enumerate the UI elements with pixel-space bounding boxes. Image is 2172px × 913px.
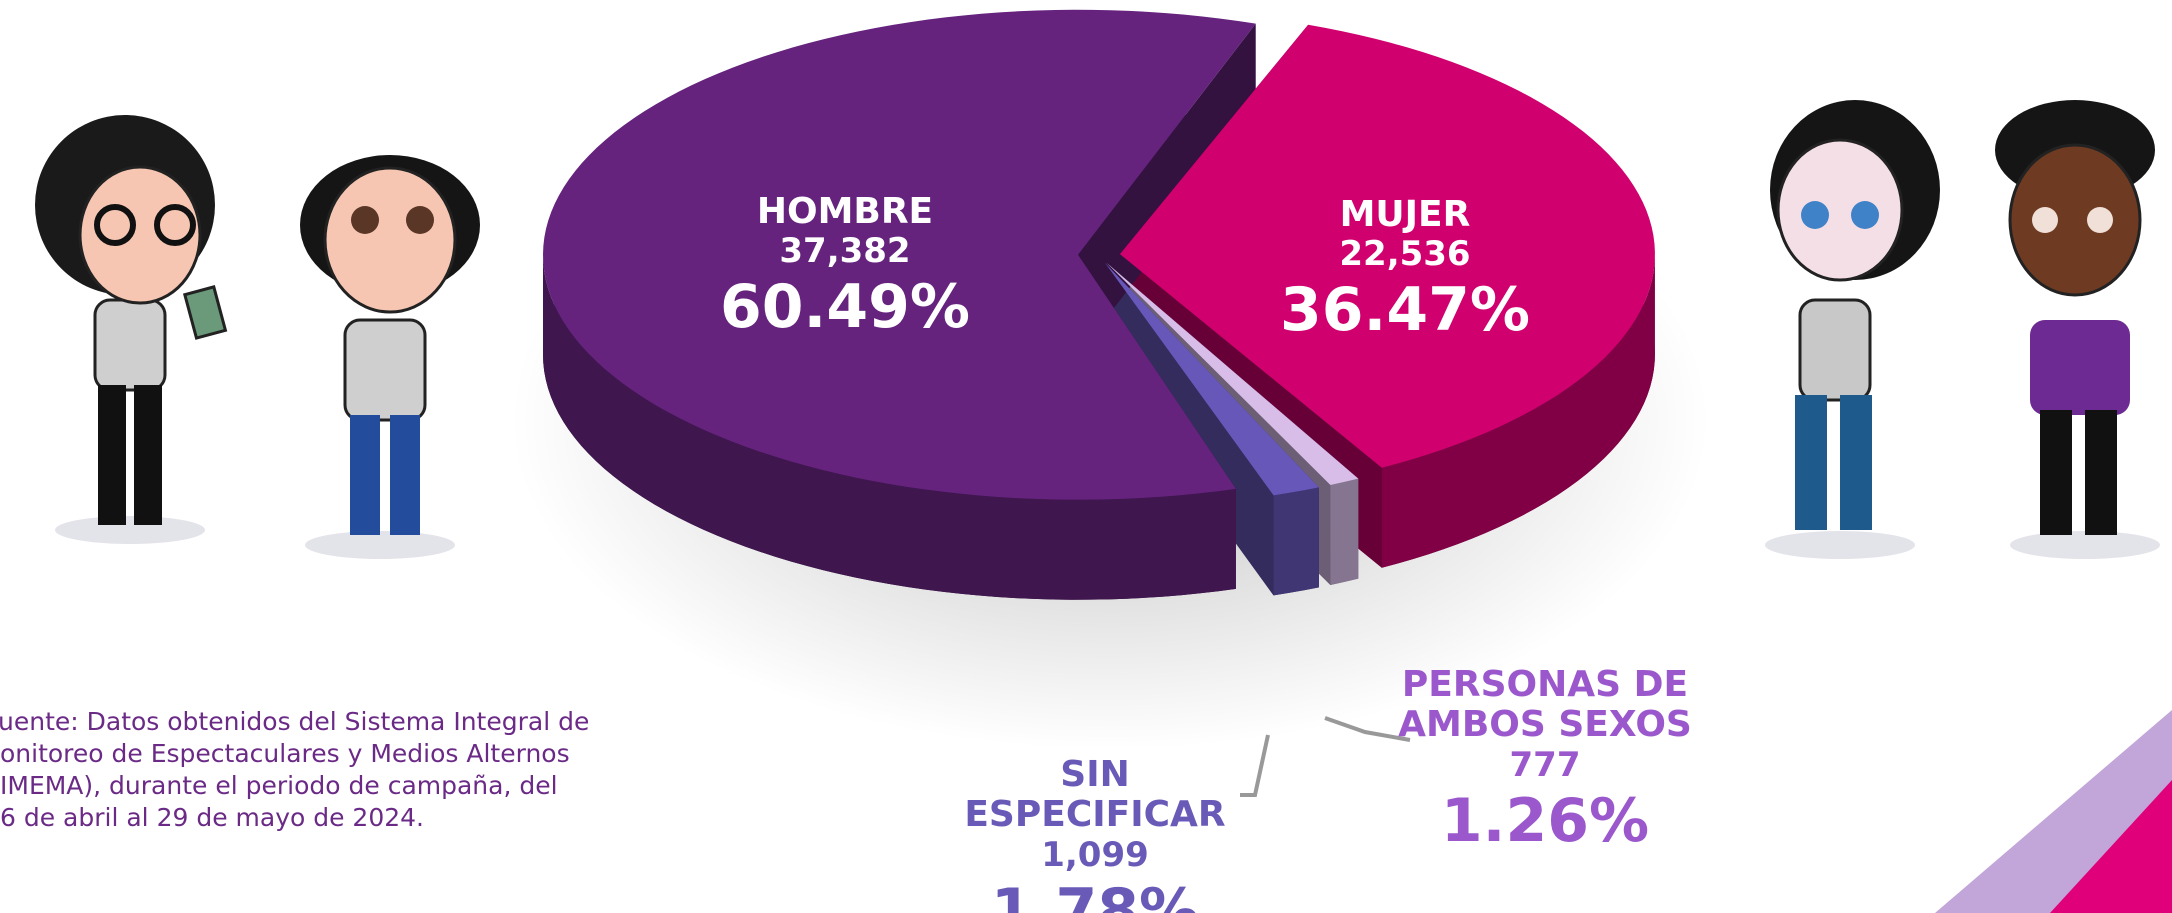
note-line: uente: Datos obtenidos del Sistema Integ… xyxy=(0,707,590,736)
count-label: 1,099 xyxy=(1041,834,1149,875)
slice-label: MUJER 22,536 36.47% xyxy=(1225,194,1585,346)
slice-label: PERSONAS DE AMBOS SEXOS 777 1.26% xyxy=(1395,664,1695,856)
slice-side xyxy=(1330,478,1359,585)
category-label: SIN ESPECIFICAR xyxy=(964,754,1226,836)
slice-side xyxy=(1273,487,1319,596)
leader-line xyxy=(1324,716,1411,742)
slice-wall xyxy=(1078,23,1256,355)
source-note: uente: Datos obtenidos del Sistema Integ… xyxy=(0,706,610,834)
character xyxy=(35,115,228,544)
value-label: 1.26% xyxy=(1440,785,1650,856)
pie xyxy=(543,9,1655,600)
note-line: IMEMA), durante el periodo de campaña, d… xyxy=(0,771,558,800)
count-label: 777 xyxy=(1509,744,1581,785)
count-label: 22,536 xyxy=(1339,234,1471,275)
slice xyxy=(543,9,1256,500)
character xyxy=(1995,100,2160,559)
slice xyxy=(1119,24,1655,468)
note-line: onitoreo de Espectaculares y Medios Alte… xyxy=(0,739,570,768)
character xyxy=(1765,100,1940,559)
category-label: MUJER xyxy=(1339,194,1471,235)
slice-side xyxy=(1381,254,1655,568)
character xyxy=(300,155,480,559)
value-label: 1.78% xyxy=(990,875,1200,913)
value-label: 60.49% xyxy=(720,272,970,343)
leader-line xyxy=(1240,734,1270,797)
value-label: 36.47% xyxy=(1280,275,1530,346)
category-label: HOMBRE xyxy=(756,191,934,232)
slice xyxy=(1106,262,1359,485)
note-line: 6 de abril al 29 de mayo de 2024. xyxy=(0,803,424,832)
count-label: 37,382 xyxy=(779,231,911,272)
corner-decor xyxy=(2050,780,2172,913)
category-label: PERSONAS DE AMBOS SEXOS xyxy=(1398,664,1692,746)
slice-side xyxy=(543,254,1236,600)
slice-label: HOMBRE 37,382 60.49% xyxy=(665,191,1025,343)
slice-label: SIN ESPECIFICAR 1,099 1.78% xyxy=(930,754,1260,913)
slice xyxy=(1105,262,1319,496)
